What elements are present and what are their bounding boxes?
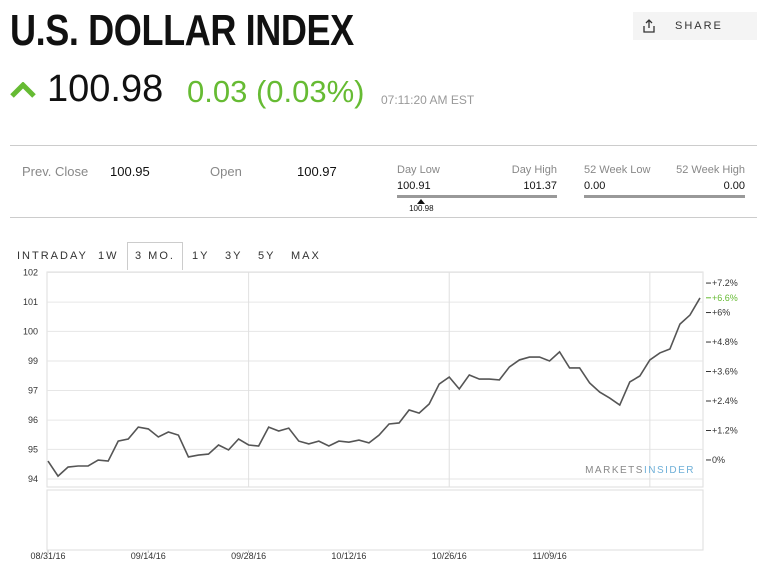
current-label: +6.6% — [712, 293, 738, 303]
tab[interactable]: 3 MO. — [127, 242, 183, 270]
stat-value: 101.37 — [523, 180, 557, 192]
stat-value: 0.00 — [584, 180, 606, 192]
marker-label: 100.98 — [409, 204, 434, 213]
x-tick-label: 10/26/16 — [432, 551, 467, 561]
stat-value: 100.97 — [297, 164, 337, 179]
stat-label: Day High — [511, 164, 557, 176]
price: 100.98 — [47, 68, 164, 110]
stat-label: Prev. Close — [22, 164, 89, 179]
y-tick-label: 99 — [28, 356, 38, 366]
separator — [10, 145, 757, 146]
tab[interactable]: 3Y — [225, 250, 243, 262]
stat-value: 100.91 — [397, 180, 431, 192]
tab[interactable]: INTRADAY — [17, 250, 88, 262]
stat-label: Open — [210, 164, 242, 179]
y-tick-label: 95 — [28, 444, 38, 454]
y2-tick-label: +7.2% — [712, 278, 738, 288]
stat-label: Day Low — [397, 164, 440, 176]
x-tick-label: 10/12/16 — [331, 551, 366, 561]
x-tick-label: 09/14/16 — [131, 551, 166, 561]
y2-tick-label: +3.6% — [712, 367, 738, 377]
y-tick-label: 97 — [28, 386, 38, 396]
watermark: MARKETSINSIDER — [585, 465, 695, 476]
up-arrow — [10, 82, 36, 98]
tab[interactable]: 1Y — [192, 250, 210, 262]
day-range-marker: 100.98 — [401, 199, 441, 213]
day-range-bar — [397, 195, 557, 198]
y2-tick-label: +1.2% — [712, 425, 738, 435]
y2-tick-label: +4.8% — [712, 337, 738, 347]
stat-label: 52 Week Low — [584, 164, 651, 176]
y-tick-label: 96 — [28, 415, 38, 425]
stat-value: 0.00 — [723, 180, 745, 192]
watermark-right: INSIDER — [644, 465, 695, 476]
y-tick-label: 101 — [23, 297, 38, 307]
timestamp: 07:11:20 AM EST — [381, 93, 475, 107]
change: 0.03 (0.03%) — [187, 74, 365, 109]
price-line — [47, 297, 701, 478]
tab[interactable]: 1W — [98, 250, 119, 262]
y2-tick-label: 0% — [712, 455, 725, 465]
tab[interactable]: 5Y — [258, 250, 276, 262]
x-tick-label: 08/31/16 — [30, 551, 65, 561]
tab[interactable]: MAX — [291, 250, 321, 262]
share-label: SHARE — [675, 20, 723, 32]
title: U.S. DOLLAR INDEX — [10, 6, 354, 55]
plot-frame — [46, 271, 704, 488]
share-button[interactable]: SHARE — [633, 12, 757, 40]
stat-value: 100.95 — [110, 164, 150, 179]
y-tick-label: 102 — [23, 268, 38, 278]
watermark-left: MARKETS — [585, 465, 644, 476]
y2-tick-label: +2.4% — [712, 396, 738, 406]
chart: 94 95 96 97 99 100 101 102 0% +1.2% +2.4% +3.6% +4.8… — [23, 268, 738, 561]
marker-triangle — [417, 199, 426, 204]
stat-label: 52 Week High — [676, 164, 745, 176]
navigator — [46, 489, 704, 551]
week52-bar — [584, 195, 745, 198]
separator — [10, 217, 757, 218]
y-tick-label: 94 — [28, 474, 38, 484]
x-tick-label: 09/28/16 — [231, 551, 266, 561]
y-tick-label: 100 — [23, 326, 38, 336]
share-icon — [643, 19, 655, 33]
x-tick-label: 11/09/16 — [532, 551, 566, 561]
y2-tick-label: +6% — [712, 308, 730, 318]
